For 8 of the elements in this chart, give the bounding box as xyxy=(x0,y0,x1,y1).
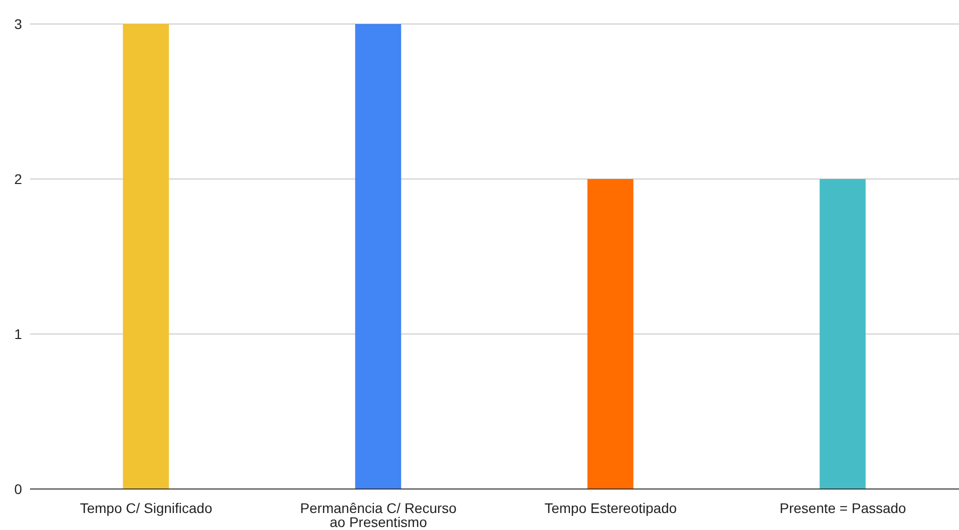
y-tick-label: 0 xyxy=(14,480,22,497)
x-tick-label: Tempo Estereotipado xyxy=(544,500,677,516)
x-tick-label: Tempo C/ Significado xyxy=(80,500,212,516)
x-tick-label: Presente = Passado xyxy=(780,500,906,516)
x-tick-label: Permanência C/ Recurso ao Presentismo xyxy=(300,500,457,530)
y-tick-label: 1 xyxy=(14,326,22,342)
y-tick-label: 3 xyxy=(14,16,22,32)
y-tick-label: 2 xyxy=(14,170,22,187)
